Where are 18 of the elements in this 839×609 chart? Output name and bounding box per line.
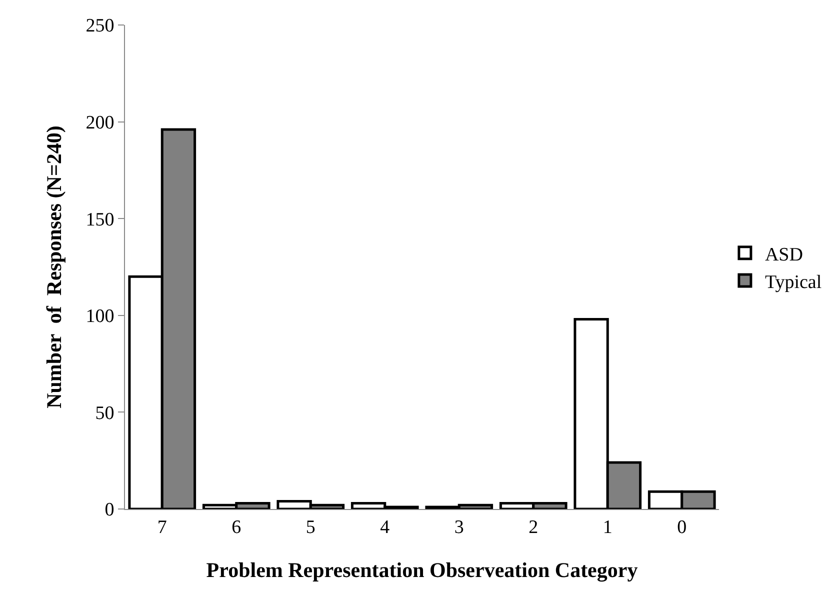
y-tick-label: 100 bbox=[86, 306, 114, 328]
x-tick-label: 1 bbox=[602, 516, 612, 538]
y-tick-label: 50 bbox=[95, 402, 114, 424]
y-axis-title: Number of Responses (N=240) bbox=[42, 126, 66, 408]
y-tick-label: 0 bbox=[104, 500, 114, 521]
legend-label: Typical bbox=[764, 272, 822, 293]
y-tick-label: 250 bbox=[86, 16, 114, 37]
x-tick-label: 0 bbox=[677, 516, 687, 538]
x-tick-label: 5 bbox=[306, 516, 316, 538]
x-tick-label: 4 bbox=[380, 516, 390, 538]
y-tick-label: 200 bbox=[86, 112, 114, 134]
x-tick-label: 2 bbox=[528, 516, 538, 538]
legend-label: ASD bbox=[764, 244, 803, 266]
x-tick-label: 3 bbox=[454, 516, 464, 538]
y-tick-label: 150 bbox=[86, 209, 114, 230]
x-tick-label: 7 bbox=[157, 516, 167, 538]
x-tick-label: 6 bbox=[232, 516, 242, 538]
x-axis-title: Problem Representation Observeation Category bbox=[206, 558, 638, 582]
